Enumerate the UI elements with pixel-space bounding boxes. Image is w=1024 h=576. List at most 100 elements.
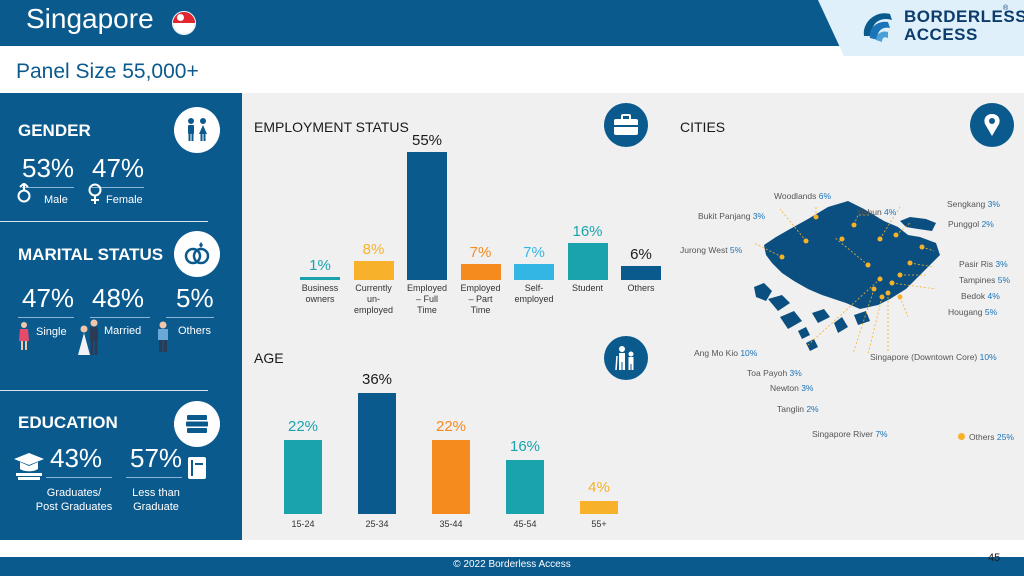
less-underline [126, 477, 182, 478]
married-percent: 48% [92, 283, 145, 313]
employment-bar-value: 16% [572, 222, 603, 240]
man-icon [158, 321, 168, 352]
city-label: Bukit Panjang 3% [698, 211, 766, 221]
city-label: Toa Payoh 3% [747, 368, 802, 378]
city-label: Singapore River 7% [812, 429, 888, 439]
age-bar [432, 440, 470, 514]
city-label: Tanglin 2% [777, 404, 819, 414]
panel-size: Panel Size 55,000+ [16, 60, 199, 83]
city-label: Sengkang 3% [947, 199, 1000, 209]
others-underline [166, 317, 214, 318]
singapore-flag-icon [172, 11, 196, 35]
employment-bar [567, 242, 608, 280]
age-bar [506, 460, 544, 514]
cities-title: CITIES [680, 119, 726, 135]
age-bar-value: 4% [588, 478, 610, 496]
employment-bar-value: 55% [411, 132, 443, 149]
woman-icon [19, 322, 29, 350]
employment-bar-label: Self-employed [514, 283, 554, 304]
copyright: © 2022 Borderless Access [453, 559, 571, 570]
age-bar [580, 500, 618, 514]
employment-bar [300, 277, 340, 280]
footer-bar [0, 557, 1024, 576]
female-underline [92, 187, 144, 188]
briefcase-icon [604, 103, 648, 147]
rings-icon [174, 231, 220, 277]
singapore-map [753, 201, 940, 353]
people-icon [174, 107, 220, 153]
graduates-percent: 43% [50, 443, 103, 473]
employment-bar-label: Student [571, 283, 604, 293]
employment-bar-label: Business owners [301, 283, 339, 304]
employment-bar-value: 7% [523, 243, 545, 261]
age-bar-value: 16% [509, 438, 541, 456]
books-icon [174, 401, 220, 447]
age-bar-label: 45-54 [513, 519, 537, 529]
city-label: Punggol 2% [948, 219, 994, 229]
male-underline [22, 187, 74, 188]
city-label: Singapore (Downtown Core) 10% [870, 352, 997, 362]
city-label: Bedok 4% [961, 291, 1000, 301]
logo-text: BORDERLESS ACCESS [904, 7, 1024, 44]
male-label: Male [44, 194, 68, 206]
single-label: Single [36, 326, 67, 338]
demographics-panel: GENDER 53% 47% Male Female MARITAL STATU… [0, 93, 242, 540]
employment-bar-value: 6% [630, 246, 652, 264]
employment-bar [407, 152, 447, 280]
age-bar-value: 22% [287, 418, 319, 436]
city-label: Others 25% [958, 432, 1014, 442]
male-percent: 53% [22, 153, 75, 183]
age-people-icon [604, 336, 648, 380]
city-label: Hougang 5% [948, 307, 998, 317]
employment-bar [621, 266, 661, 280]
city-label: Ang Mo Kio 10% [694, 348, 758, 358]
less-than-graduate-label: Less than Graduate [132, 487, 180, 513]
graduates-label: Graduates/Post Graduates [35, 487, 113, 513]
single-underline [18, 317, 74, 318]
city-label: Newton 3% [770, 383, 814, 393]
book-icon [188, 457, 206, 479]
age-title: AGE [254, 350, 284, 366]
graduation-cap-icon [14, 453, 44, 480]
others-label: Others [178, 325, 212, 337]
charts-area: EMPLOYMENT STATUS 1% Business owners 8% Curr… [242, 93, 1024, 540]
city-label: Woodlands 6% [774, 191, 832, 201]
employment-bar-value: 8% [362, 241, 385, 259]
single-percent: 47% [22, 283, 75, 313]
employment-bar-value: 1% [309, 257, 331, 274]
less-than-graduate-percent: 57% [130, 443, 183, 473]
city-label: Jurong West 5% [680, 245, 743, 255]
employment-bar-label: Employed – Full Time [406, 283, 448, 315]
age-bar-value: 36% [361, 371, 393, 388]
age-bar-value: 22% [435, 418, 467, 436]
graduates-underline [46, 477, 112, 478]
couple-icon [78, 319, 98, 355]
footer-spacer [0, 540, 1024, 557]
city-label: Pasir Ris 3% [959, 259, 1008, 269]
married-underline [90, 317, 150, 318]
logo-registered-mark: ® [1003, 5, 1009, 12]
female-label: Female [106, 194, 143, 206]
education-title: EDUCATION [18, 413, 118, 432]
female-percent: 47% [92, 153, 145, 183]
page-title: Singapore [26, 3, 154, 34]
employment-bar [353, 261, 394, 280]
divider [0, 221, 208, 222]
age-bar [358, 393, 396, 514]
city-label: Tampines 5% [959, 275, 1011, 285]
employment-bar-value: 7% [469, 243, 492, 261]
employment-bar-label: Others [627, 283, 655, 293]
employment-bar-label: Employed – Part Time [460, 283, 501, 315]
male-symbol-icon [17, 183, 31, 203]
age-bar [284, 440, 322, 514]
age-bar-label: 15-24 [291, 519, 315, 529]
employment-bar-label: Currently un-employed [353, 283, 394, 315]
divider [0, 390, 208, 391]
map-pin-icon [970, 103, 1014, 147]
employment-title: EMPLOYMENT STATUS [254, 119, 409, 135]
others-percent: 5% [176, 283, 214, 313]
age-bar-label: 55+ [591, 519, 607, 529]
employment-bar [460, 263, 501, 280]
age-bar-label: 35-44 [439, 519, 463, 529]
logo-background [818, 0, 1024, 56]
